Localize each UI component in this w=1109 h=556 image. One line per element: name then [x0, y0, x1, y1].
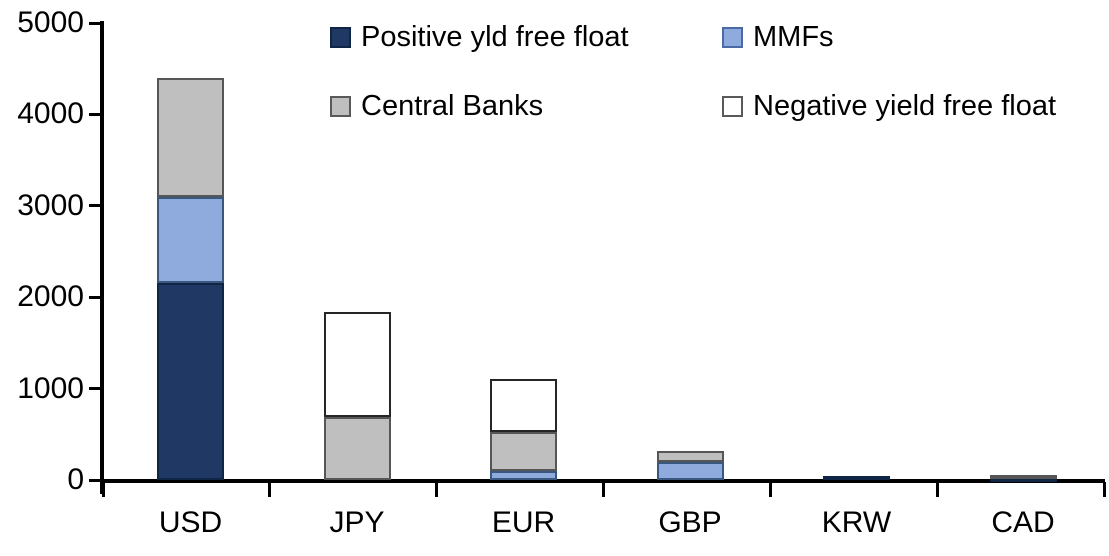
legend-label-negative-yield-free-float: Negative yield free float [753, 90, 1057, 122]
y-axis-tick-label: 4000 [17, 97, 84, 131]
x-axis-label-krw: KRW [821, 506, 892, 539]
bar-segment-eur-mmfs [490, 470, 557, 480]
x-axis-tick [101, 482, 105, 497]
y-axis-tick [89, 112, 100, 116]
legend-item-central-banks: Central Banks [330, 91, 543, 121]
bar-segment-eur-negative-yield-free-float [490, 379, 557, 432]
bar-segment-gbp-mmfs [656, 461, 724, 480]
x-axis-label-jpy: JPY [329, 506, 385, 539]
y-axis-line [100, 21, 104, 494]
x-axis-label-cad: CAD [991, 506, 1055, 539]
y-axis-tick-label: 5000 [17, 6, 84, 39]
legend-label-mmfs: MMFs [753, 21, 834, 53]
legend-item-positive-yld-free-float: Positive yld free float [330, 22, 629, 52]
bar-segment-jpy-central-banks [323, 416, 391, 480]
y-axis-tick [89, 295, 100, 299]
legend-swatch-positive-yld-free-float [330, 26, 351, 48]
x-axis-label-usd: USD [158, 506, 223, 539]
x-axis-tick [435, 482, 439, 497]
x-axis-tick [935, 482, 939, 497]
y-axis-tick [89, 204, 100, 208]
bar-segment-eur-central-banks [490, 431, 557, 471]
legend-swatch-mmfs [722, 26, 743, 48]
y-axis-tick [89, 387, 100, 391]
legend-label-central-banks: Central Banks [361, 90, 544, 122]
bar-segment-usd-mmfs [157, 196, 224, 284]
bar-segment-krw-positive-yld-free-float [823, 476, 890, 481]
bar-segment-gbp-central-banks [656, 450, 724, 462]
x-axis-line [100, 479, 1105, 483]
x-axis-label-eur: EUR [491, 506, 556, 539]
bar-segment-usd-positive-yld-free-float [157, 283, 224, 480]
x-axis-tick [1102, 482, 1106, 497]
y-axis-tick [89, 21, 100, 25]
y-axis-tick-label: 3000 [17, 188, 84, 222]
y-axis-tick-label: 2000 [17, 280, 84, 314]
x-axis-tick [768, 482, 772, 497]
x-axis-tick [268, 482, 272, 497]
y-axis-tick-label: 1000 [17, 371, 84, 405]
legend-swatch-negative-yield-free-float [722, 95, 743, 117]
legend-label-positive-yld-free-float: Positive yld free float [361, 21, 629, 53]
legend-item-mmfs: MMFs [722, 22, 834, 52]
bar-segment-jpy-negative-yield-free-float [323, 311, 391, 417]
x-axis-label-gbp: GBP [658, 506, 722, 539]
y-axis-tick [89, 478, 100, 482]
legend-item-negative-yield-free-float: Negative yield free float [722, 91, 1056, 121]
x-axis-tick [602, 482, 605, 497]
bar-segment-cad-central-banks [989, 474, 1057, 479]
bar-segment-cad-positive-yld-free-float [989, 478, 1057, 483]
legend-swatch-central-banks [330, 95, 351, 117]
bar-segment-usd-central-banks [157, 77, 224, 197]
y-axis-tick-label: 0 [67, 463, 84, 496]
